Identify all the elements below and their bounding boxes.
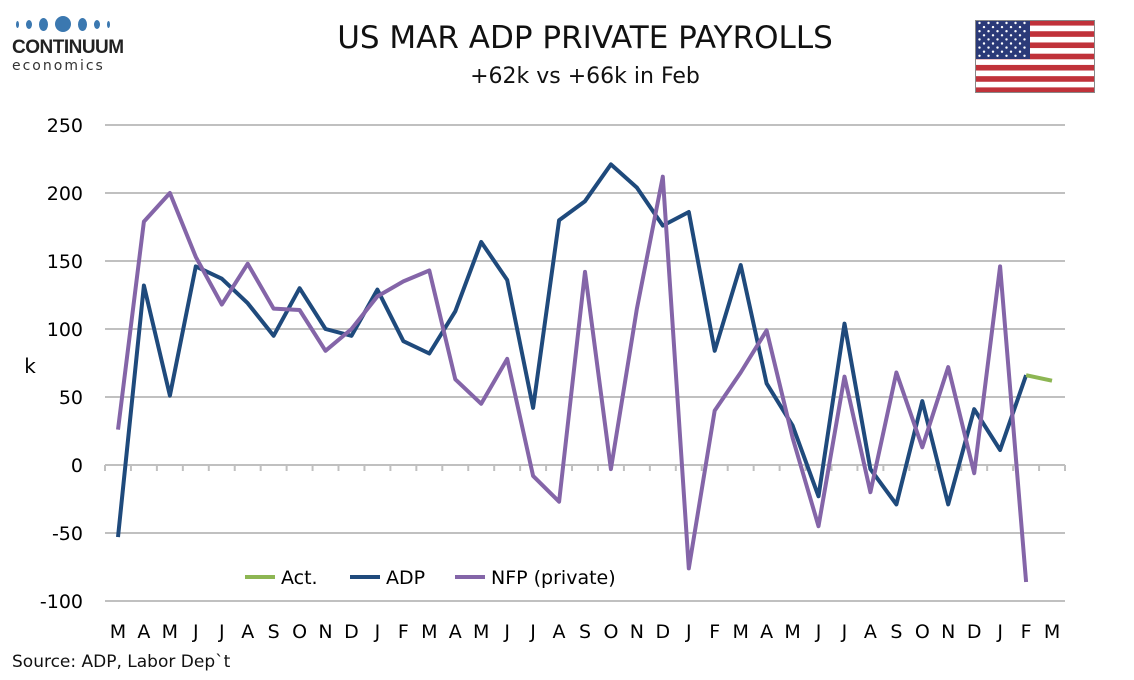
legend-label: ADP xyxy=(386,567,425,589)
x-tick-label: A xyxy=(449,621,462,643)
x-tick-label: J xyxy=(685,621,692,643)
x-tick-label: D xyxy=(344,621,359,643)
x-tick-label: O xyxy=(915,621,930,643)
series-line-act xyxy=(1025,373,1053,383)
logo-dots xyxy=(16,12,132,36)
x-tick-label: J xyxy=(503,621,510,643)
x-tick-label: J xyxy=(996,621,1003,643)
x-tick-label: A xyxy=(137,621,150,643)
x-tick-label: J xyxy=(815,621,822,643)
x-tick-label: A xyxy=(553,621,566,643)
chart-subtitle: +62k vs +66k in Feb xyxy=(470,64,700,89)
x-tick-label: M xyxy=(110,621,126,643)
x-tick-label: F xyxy=(1021,621,1032,643)
x-tick-label: J xyxy=(841,621,848,643)
x-tick-label: J xyxy=(192,621,199,643)
x-tick-label: S xyxy=(579,621,591,643)
x-tick-label: M xyxy=(162,621,178,643)
source-note: Source: ADP, Labor Dep`t xyxy=(12,652,231,672)
y-tick-label: 250 xyxy=(47,115,83,137)
x-tick-label: N xyxy=(318,621,332,643)
x-tick-label: S xyxy=(268,621,280,643)
y-tick-label: 200 xyxy=(47,183,83,205)
x-tick-label: O xyxy=(603,621,618,643)
y-axis-label: k xyxy=(24,354,36,378)
y-tick-label: 0 xyxy=(71,455,83,477)
x-tick-label: A xyxy=(864,621,877,643)
continuum-economics-logo: CONTINUUM economics xyxy=(12,12,132,74)
x-tick-label: D xyxy=(656,621,671,643)
x-tick-label: M xyxy=(473,621,489,643)
legend-label: NFP (private) xyxy=(491,567,616,589)
x-tick-label: S xyxy=(890,621,902,643)
y-tick-label: 100 xyxy=(47,319,83,341)
logo-main-text: CONTINUUM xyxy=(12,37,124,58)
y-tick-label: -100 xyxy=(40,591,83,613)
x-tick-label: M xyxy=(732,621,748,643)
us-flag-icon xyxy=(975,20,1095,93)
chart-title: US MAR ADP PRIVATE PAYROLLS xyxy=(337,20,833,56)
x-tick-label: A xyxy=(760,621,773,643)
x-tick-label: M xyxy=(421,621,437,643)
y-tick-label: -50 xyxy=(52,523,83,545)
series-line-adp xyxy=(116,162,1028,538)
x-tick-label: A xyxy=(241,621,254,643)
series-line-nfp-private xyxy=(116,174,1029,583)
x-tick-label: M xyxy=(784,621,800,643)
x-tick-label: J xyxy=(218,621,225,643)
y-tick-label: 50 xyxy=(59,387,83,409)
logo-sub-text: economics xyxy=(12,58,105,74)
x-tick-label: O xyxy=(292,621,307,643)
x-tick-label: D xyxy=(967,621,982,643)
x-tick-label: N xyxy=(630,621,644,643)
y-tick-label: 150 xyxy=(47,251,83,273)
x-tick-label: J xyxy=(374,621,381,643)
x-tick-label: M xyxy=(1044,621,1060,643)
x-tick-label: N xyxy=(941,621,955,643)
x-tick-label: F xyxy=(709,621,720,643)
x-tick-label: F xyxy=(398,621,409,643)
x-tick-label: J xyxy=(529,621,536,643)
legend-label: Act. xyxy=(281,567,318,589)
